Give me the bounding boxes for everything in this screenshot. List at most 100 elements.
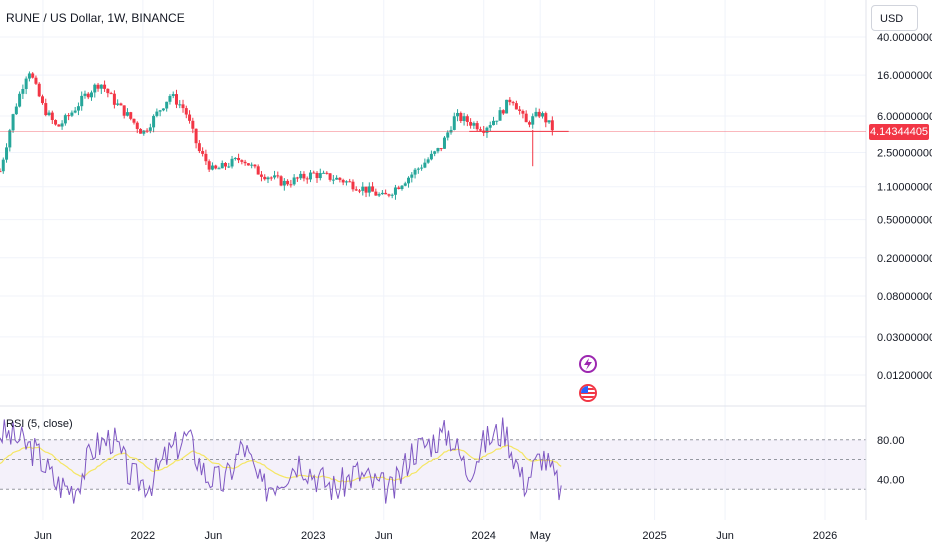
candle-body: [18, 93, 22, 107]
candle-body: [145, 130, 149, 132]
candle-body: [99, 84, 103, 89]
candle-body: [390, 194, 394, 196]
candle-body: [21, 89, 25, 94]
candle-body: [112, 93, 116, 105]
candle-body: [292, 177, 296, 185]
candle-body: [472, 123, 476, 126]
candle-body: [449, 129, 453, 133]
price-tick-label: 1.10000000: [877, 182, 932, 194]
time-tick-label: 2023: [301, 530, 325, 542]
candle-body: [364, 186, 368, 193]
candle-body: [60, 123, 64, 127]
candle-body: [407, 177, 411, 184]
candle-body: [348, 181, 352, 183]
candle-body: [459, 112, 463, 121]
candle-body: [132, 118, 136, 123]
time-tick-label: 2026: [813, 530, 837, 542]
candle-body: [531, 116, 535, 125]
candle-body: [511, 102, 515, 104]
candle-body: [387, 194, 391, 196]
candle-body: [377, 194, 381, 196]
time-tick-label: Jun: [375, 530, 393, 542]
lightning-icon[interactable]: [579, 355, 597, 373]
candle-body: [11, 114, 15, 131]
candle-body: [361, 186, 365, 191]
candle-body: [201, 151, 205, 154]
candle-body: [354, 189, 358, 191]
candle-body: [393, 187, 397, 195]
candle-body: [178, 104, 182, 106]
candle-body: [152, 115, 156, 128]
candle-body: [498, 110, 502, 121]
rsi-tick-label: 80.00: [877, 435, 905, 447]
candle-body: [119, 103, 123, 106]
time-tick-label: 2024: [471, 530, 495, 542]
candle-body: [328, 173, 332, 180]
price-tick-label: 16.00000000: [877, 70, 932, 82]
rsi-line: [0, 417, 562, 504]
rsi-indicator-label[interactable]: RSI (5, close): [6, 418, 73, 430]
candle-body: [442, 137, 446, 149]
candle-body: [465, 116, 469, 122]
candle-body: [521, 110, 525, 114]
candle-body: [76, 106, 80, 111]
candle-body: [492, 120, 495, 126]
candle-body: [547, 120, 551, 123]
candle-body: [485, 127, 489, 133]
candle-body: [191, 120, 195, 129]
candle-body: [400, 185, 404, 190]
candle-body: [194, 128, 198, 144]
candle-body: [90, 92, 94, 98]
candle-body: [456, 112, 460, 117]
candle-body: [308, 172, 312, 180]
candle-body: [161, 108, 165, 111]
candle-body: [341, 179, 345, 183]
candle-body: [537, 111, 541, 117]
candle-body: [233, 157, 237, 159]
candle-body: [220, 162, 224, 169]
candle-body: [384, 192, 388, 195]
candle-body: [534, 111, 538, 117]
candle-body: [24, 78, 28, 90]
candle-body: [462, 116, 466, 121]
candle-body: [122, 105, 126, 116]
candle-body: [416, 168, 420, 170]
candle-body: [31, 73, 35, 78]
candle-body: [256, 166, 260, 175]
candle-body: [413, 169, 417, 175]
candle-body: [125, 112, 129, 116]
candle-body: [358, 190, 362, 192]
candle-body: [286, 180, 290, 185]
candle-body: [5, 147, 9, 160]
candle-body: [181, 104, 185, 109]
candle-body: [184, 108, 188, 115]
candle-body: [397, 187, 401, 190]
candle-body: [469, 121, 473, 126]
price-tick-label: 6.00000000: [877, 111, 932, 123]
candle-body: [86, 93, 90, 98]
candle-body: [14, 106, 18, 115]
time-tick-label: May: [530, 530, 551, 542]
candle-body: [139, 128, 143, 134]
candle-body: [295, 177, 299, 179]
candle-body: [165, 101, 169, 109]
us-flag-icon[interactable]: [579, 384, 597, 402]
candle-body: [282, 180, 286, 186]
candle-body: [315, 172, 319, 179]
candle-body: [266, 177, 270, 180]
candle-body: [80, 95, 84, 107]
currency-button[interactable]: USD: [871, 5, 918, 31]
candle-body: [155, 111, 159, 116]
candle-body: [524, 113, 528, 123]
time-tick-label: Jun: [716, 530, 734, 542]
candle-body: [541, 113, 545, 117]
candle-body: [478, 129, 482, 131]
time-tick-label: 2025: [642, 530, 666, 542]
candle-body: [439, 148, 443, 150]
candle-body: [207, 161, 211, 170]
candle-body: [40, 96, 44, 104]
candle-body: [338, 177, 342, 180]
price-tick-label: 0.03000000: [877, 332, 932, 344]
candle-body: [106, 88, 110, 94]
